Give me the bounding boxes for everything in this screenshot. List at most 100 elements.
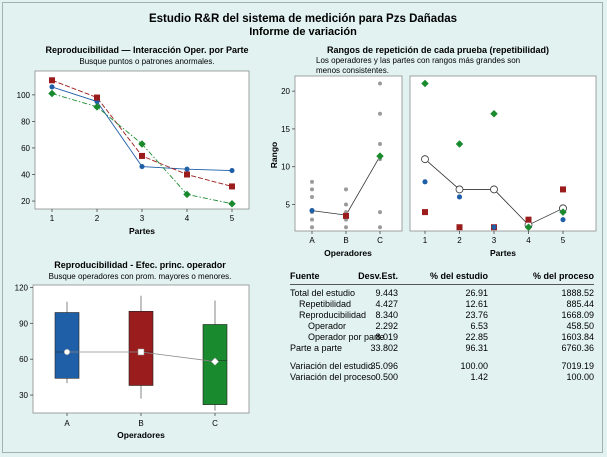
range-op-xtick-label: A [309, 236, 315, 245]
interaction-xtick-label: 1 [50, 214, 55, 223]
table-cell-study: 12.61 [465, 299, 488, 309]
range-part-xtick-label: 1 [423, 236, 428, 245]
table-cell-source: Repetibilidad [299, 299, 352, 309]
range-part-point [456, 194, 463, 200]
interaction-xtick-label: 3 [140, 214, 145, 223]
interaction-point-B [94, 94, 100, 101]
table-cell-sd: 4.427 [375, 299, 398, 309]
table-cell-process: 1668.09 [561, 310, 594, 320]
table-cell-source: Variación del proceso [290, 372, 376, 382]
table-header-row: Fuente Desv.Est. % del estudio % del proces… [290, 271, 594, 282]
range-op-point [378, 111, 382, 116]
boxplot-box-B [128, 311, 154, 386]
interaction-point-C [228, 199, 236, 208]
range-parts-xlabel: Partes [490, 248, 516, 258]
range-op-point [310, 187, 314, 192]
table-cell-source: Operador por parte [308, 332, 385, 342]
interaction-xtick-label: 2 [95, 214, 100, 223]
range-ylabel: Rango [269, 142, 279, 168]
boxplot-xtick-label: B [138, 419, 143, 428]
range-op-mean-marker [309, 208, 315, 214]
boxplot-note: Busque operadores con prom. mayores o me… [49, 272, 232, 281]
range-op-point [378, 81, 382, 86]
range-note: Los operadores y las partes con rangos m… [316, 56, 522, 75]
table-cell-sd: 33.802 [370, 343, 398, 353]
interaction-axes: 20 40 60 80 100 1 2 3 4 5 [17, 91, 235, 223]
range-ytick-label: 20 [281, 87, 290, 96]
range-operators-plot-area [294, 75, 403, 232]
boxplot-mean-marker-C [210, 357, 220, 366]
range-op-point [378, 225, 382, 230]
range-axes: 5 10 15 20 A B C 1 2 3 4 5 [281, 87, 566, 245]
interaction-point-A [139, 163, 145, 170]
interaction-point-B [139, 152, 145, 159]
table-cell-sd: 35.096 [370, 361, 398, 371]
range-part-point [560, 186, 566, 193]
range-op-point [310, 179, 314, 184]
range-part-point [455, 140, 464, 148]
range-part-point [559, 208, 567, 216]
range-ytick-label: 15 [281, 125, 290, 134]
table-cell-source: Operador [308, 321, 347, 331]
range-part-point [456, 224, 463, 231]
range-parts-plot-area [409, 75, 597, 232]
table-row: Parte a parte 33.802 96.31 6760.36 [290, 343, 594, 354]
boxplot-ytick-label: 60 [19, 355, 28, 364]
interaction-ytick-label: 100 [17, 91, 31, 100]
boxplot-title: Reproducibilidad - Efec. princ. operador [54, 260, 226, 270]
range-part-point [491, 224, 497, 230]
boxplot-ytick-label: 90 [19, 319, 28, 328]
interaction-title: Reproducibilidad — Interacción Oper. por… [45, 45, 248, 55]
range-part-mean-marker [455, 185, 464, 194]
table-cell-sd: 0.500 [375, 372, 398, 382]
range-part-xtick-label: 3 [492, 236, 497, 245]
boxplot-mean-marker-B [137, 348, 145, 356]
variance-table: Fuente Desv.Est. % del estudio % del proces… [290, 271, 594, 383]
table-cell-process: 1888.52 [561, 288, 594, 298]
table-separator [290, 284, 594, 285]
interaction-point-B [49, 77, 55, 84]
boxplot-xlabel: Operadores [117, 430, 165, 440]
range-part-point [524, 223, 533, 231]
table-cell-study: 96.31 [465, 343, 488, 353]
range-note-line-2: menos consistentes. [316, 66, 389, 75]
boxplot-ytick-label: 120 [15, 283, 29, 292]
table-cell-sd: 9.443 [375, 288, 398, 298]
table-cell-sd: 8.340 [375, 310, 398, 320]
interaction-point-C [138, 140, 146, 148]
table-cell-study: 23.76 [465, 310, 488, 320]
table-row: Operador 2.292 6.53 458.50 [290, 321, 594, 332]
table-cell-process: 885.44 [566, 299, 594, 309]
interaction-ytick-label: 20 [21, 197, 30, 206]
report-subtitle: Informe de variación [249, 26, 357, 38]
table-cell-source: Reproducibilidad [299, 310, 367, 320]
range-part-xtick-label: 2 [457, 236, 462, 245]
report-frame [2, 2, 603, 453]
range-note-line-1: Los operadores y las partes con rangos m… [316, 56, 520, 65]
interaction-ytick-label: 80 [21, 117, 30, 126]
range-part-point [422, 209, 428, 216]
range-part-mean-marker [490, 185, 498, 194]
table-cell-process: % del proceso [532, 271, 594, 281]
interaction-xlabel: Partes [129, 226, 155, 236]
table-gap [290, 354, 594, 361]
range-op-point [344, 225, 348, 230]
range-op-point [378, 142, 382, 147]
table-row: Reproducibilidad 8.340 23.76 1668.09 [290, 310, 594, 321]
range-part-point [560, 217, 566, 223]
interaction-point-C [48, 89, 56, 98]
table-cell-source: Variación del estudio [290, 361, 373, 371]
range-op-xtick-label: C [377, 236, 383, 245]
range-op-point [378, 210, 382, 215]
range-ytick-label: 5 [286, 201, 291, 210]
range-part-mean-marker [421, 155, 429, 164]
interaction-xtick-label: 5 [230, 214, 235, 223]
interaction-point-A [49, 84, 55, 90]
interaction-point-A [229, 167, 235, 174]
table-cell-sd: Desv.Est. [358, 271, 398, 281]
table-cell-process: 100.00 [566, 372, 594, 382]
interaction-ytick-label: 40 [21, 171, 30, 180]
table-cell-sd: 2.292 [375, 321, 398, 331]
range-op-mean-marker [376, 152, 384, 160]
